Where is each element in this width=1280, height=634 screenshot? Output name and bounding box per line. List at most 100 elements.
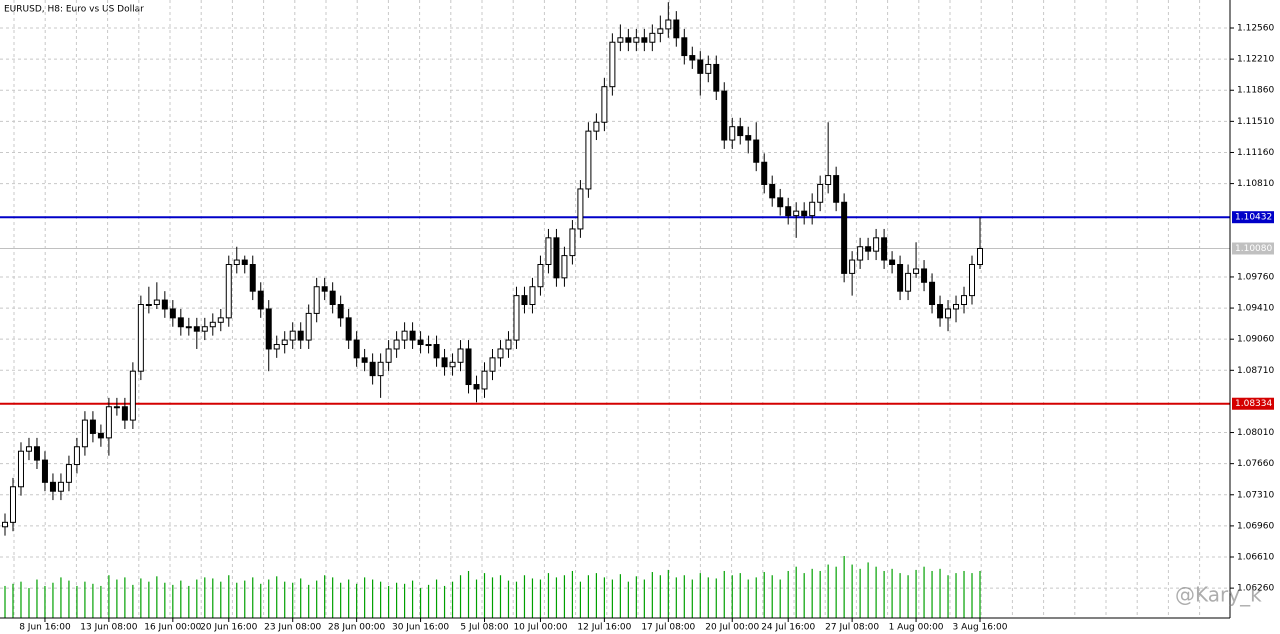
y-tick-label: 1.12560 (1237, 24, 1274, 34)
candle-body (313, 286, 320, 314)
candle-body (713, 63, 720, 92)
candle-body (441, 357, 448, 368)
candle-body (369, 361, 376, 377)
candle-body (345, 317, 352, 341)
candle-body (865, 246, 872, 252)
y-tick-label: 1.06260 (1237, 584, 1274, 594)
candle-body (241, 259, 248, 266)
y-tick-label: 1.11510 (1237, 117, 1274, 127)
candle-body (657, 28, 664, 34)
candle-body (841, 201, 848, 274)
bid-tag (1232, 242, 1274, 255)
y-tick-label: 1.06960 (1237, 521, 1274, 531)
candle-body (113, 406, 120, 409)
candle-body (609, 41, 616, 88)
candle-body (937, 304, 944, 319)
candle-body (17, 450, 24, 488)
candle-body (145, 304, 152, 307)
level-label: 1.08334 (1235, 399, 1272, 409)
candle-body (801, 210, 808, 217)
x-tick-label: 13 Jun 08:00 (80, 623, 137, 633)
chart-title: EURUSD, H8: Euro vs US Dollar (4, 5, 144, 15)
candle-body (697, 59, 704, 74)
level-tag (1232, 211, 1274, 224)
candle-body (353, 339, 360, 359)
candle-body (457, 348, 464, 363)
candle-body (137, 304, 144, 372)
candle-body (921, 268, 928, 283)
candle-body (481, 370, 488, 390)
x-tick-label: 5 Jul 08:00 (460, 623, 509, 633)
candle-body (177, 317, 184, 328)
candle-body (729, 126, 736, 141)
candle-body (401, 330, 408, 341)
candle-body (217, 317, 224, 323)
candle-body (65, 464, 72, 483)
candle-body (153, 299, 160, 306)
y-tick-label: 1.08710 (1237, 366, 1274, 376)
candle-body (73, 446, 80, 466)
candle-body (281, 339, 288, 346)
candle-body (545, 237, 552, 266)
candle-body (881, 237, 888, 261)
candle-body (745, 135, 752, 141)
candle-body (633, 37, 640, 43)
candle-body (265, 308, 272, 350)
x-tick-label: 24 Jul 16:00 (761, 623, 815, 633)
candle-body (617, 37, 624, 43)
candle-body (505, 339, 512, 350)
candle-body (521, 295, 528, 306)
candle-body (33, 446, 40, 461)
x-tick-label: 17 Jul 08:00 (641, 623, 695, 633)
candle-body (537, 264, 544, 288)
x-tick-label: 16 Jun 00:00 (144, 623, 201, 633)
candle-body (553, 237, 560, 279)
bid-label: 1.10080 (1235, 244, 1272, 254)
candle-body (81, 419, 88, 448)
candle-body (569, 228, 576, 257)
candle-body (777, 197, 784, 208)
candle-body (665, 19, 672, 30)
candle-body (185, 326, 192, 329)
y-tick-label: 1.11860 (1237, 86, 1274, 96)
candle-body (201, 326, 208, 332)
candle-body (793, 210, 800, 217)
candle-body (465, 348, 472, 386)
y-tick-label: 1.12210 (1237, 55, 1274, 65)
candle-body (753, 139, 760, 163)
candle-body (193, 326, 200, 332)
candle-body (873, 237, 880, 252)
x-tick-label: 3 Aug 16:00 (953, 623, 1008, 633)
candle-body (425, 344, 432, 347)
candle-body (585, 130, 592, 190)
candle-body (289, 330, 296, 341)
y-tick-label: 1.09760 (1237, 272, 1274, 282)
candle-body (825, 175, 832, 185)
candle-body (953, 304, 960, 310)
candle-body (209, 321, 216, 328)
candle-body (377, 361, 384, 377)
candle-body (913, 268, 920, 274)
candle-body (321, 286, 328, 292)
candle-body (473, 384, 480, 390)
level-tag (1232, 397, 1274, 410)
candle-body (513, 295, 520, 341)
candle-body (721, 90, 728, 141)
candle-body (297, 330, 304, 341)
candle-body (449, 361, 456, 368)
x-tick-label: 23 Jun 08:00 (264, 623, 321, 633)
x-tick-label: 10 Jul 00:00 (513, 623, 567, 633)
candle-body (561, 255, 568, 279)
candle-body (489, 357, 496, 372)
candle-body (233, 259, 240, 266)
candle-body (361, 357, 368, 363)
candle-body (689, 55, 696, 61)
y-tick-label: 1.07660 (1237, 459, 1274, 469)
y-tick-label: 1.09410 (1237, 304, 1274, 314)
x-tick-label: 20 Jul 00:00 (705, 623, 759, 633)
watermark: @Kary_k (1175, 583, 1262, 607)
x-tick-label: 12 Jul 16:00 (577, 623, 631, 633)
y-tick-label: 1.10810 (1237, 179, 1274, 189)
y-tick-label: 1.07310 (1237, 490, 1274, 500)
